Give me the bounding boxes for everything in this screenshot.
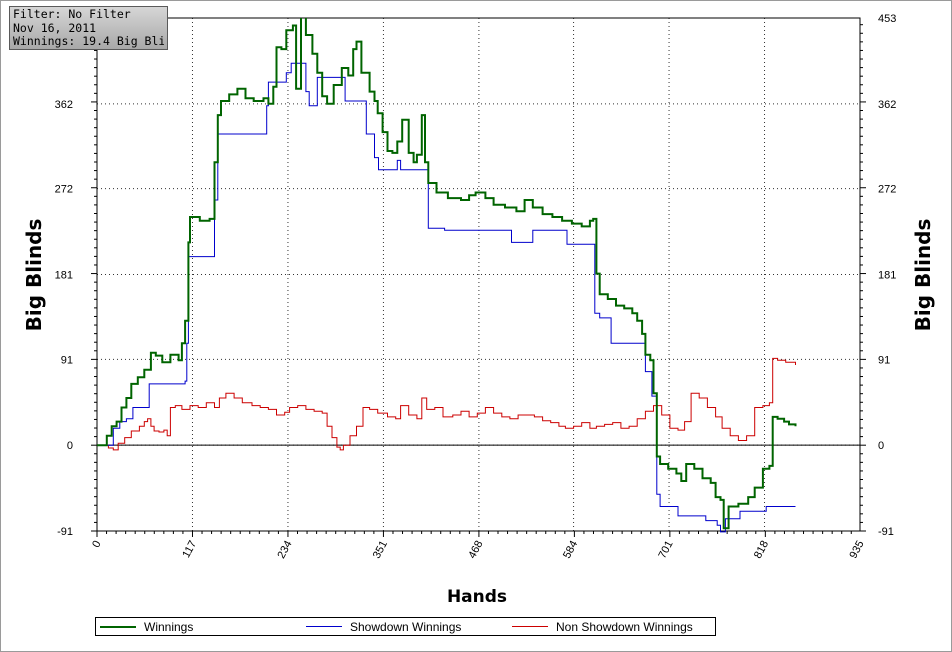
axis-ticks [91, 24, 866, 537]
legend-label-showdown: Showdown Winnings [350, 619, 462, 634]
y-axis-title-left: Big Blinds [22, 219, 46, 332]
x-tick-label: 0 [90, 539, 103, 550]
x-tick-label: 468 [466, 539, 485, 561]
legend-item-non-showdown: Non Showdown Winnings [512, 618, 693, 635]
x-axis-title: Hands [447, 587, 507, 607]
y-tick-label-left: 181 [55, 270, 73, 282]
y-tick-label-right: 362 [878, 99, 896, 111]
legend-label-winnings: Winnings [144, 619, 194, 634]
y-tick-label-right: 181 [878, 270, 896, 282]
grid-lines [97, 18, 860, 531]
x-tick-label: 351 [371, 539, 390, 561]
legend-swatch-winnings [100, 625, 136, 628]
legend-label-non-showdown: Non Showdown Winnings [556, 619, 693, 634]
y-tick-label-left: 0 [67, 440, 73, 452]
x-tick-label: 701 [656, 539, 675, 561]
y-tick-label-right: 453 [878, 13, 896, 25]
x-tick-label: 935 [847, 539, 866, 561]
y-tick-label-left: 272 [55, 184, 73, 196]
legend-swatch-non-showdown [512, 626, 548, 627]
x-tick-label: 117 [180, 539, 199, 560]
legend: Winnings Showdown Winnings Non Showdown … [95, 617, 716, 636]
x-tick-label: 584 [561, 539, 580, 561]
x-tick-label: 818 [752, 539, 771, 561]
filter-info-box: Filter: No Filter Nov 16, 2011 Winnings:… [9, 6, 168, 50]
y-tick-label-right: 0 [878, 440, 884, 452]
filter-label: Filter: No Filter [13, 8, 131, 21]
legend-item-winnings: Winnings [100, 618, 193, 635]
y-tick-label-left: -91 [57, 526, 73, 538]
y-axis-title-right: Big Blinds [911, 219, 935, 332]
legend-swatch-showdown [306, 626, 342, 627]
non-showdown-winnings-line [97, 357, 796, 451]
tick-labels: 0 117 234 351 468 584 701 818 935 -91 -91 0 0 91 91 181… [55, 13, 897, 561]
x-tick-label: 234 [275, 539, 294, 561]
y-tick-label-right: 91 [878, 354, 890, 366]
winnings-label: Winnings: 19.4 Big Blinds [13, 35, 164, 48]
date-label: Nov 16, 2011 [13, 21, 97, 35]
series-lines [97, 18, 797, 533]
y-tick-label-right: 272 [878, 184, 896, 196]
showdown-winnings-line [97, 62, 796, 533]
legend-item-showdown: Showdown Winnings [306, 618, 461, 635]
y-tick-label-left: 91 [61, 354, 73, 366]
y-tick-label-left: 362 [55, 99, 73, 111]
y-tick-label-right: -91 [878, 526, 894, 538]
winnings-line [97, 18, 797, 530]
